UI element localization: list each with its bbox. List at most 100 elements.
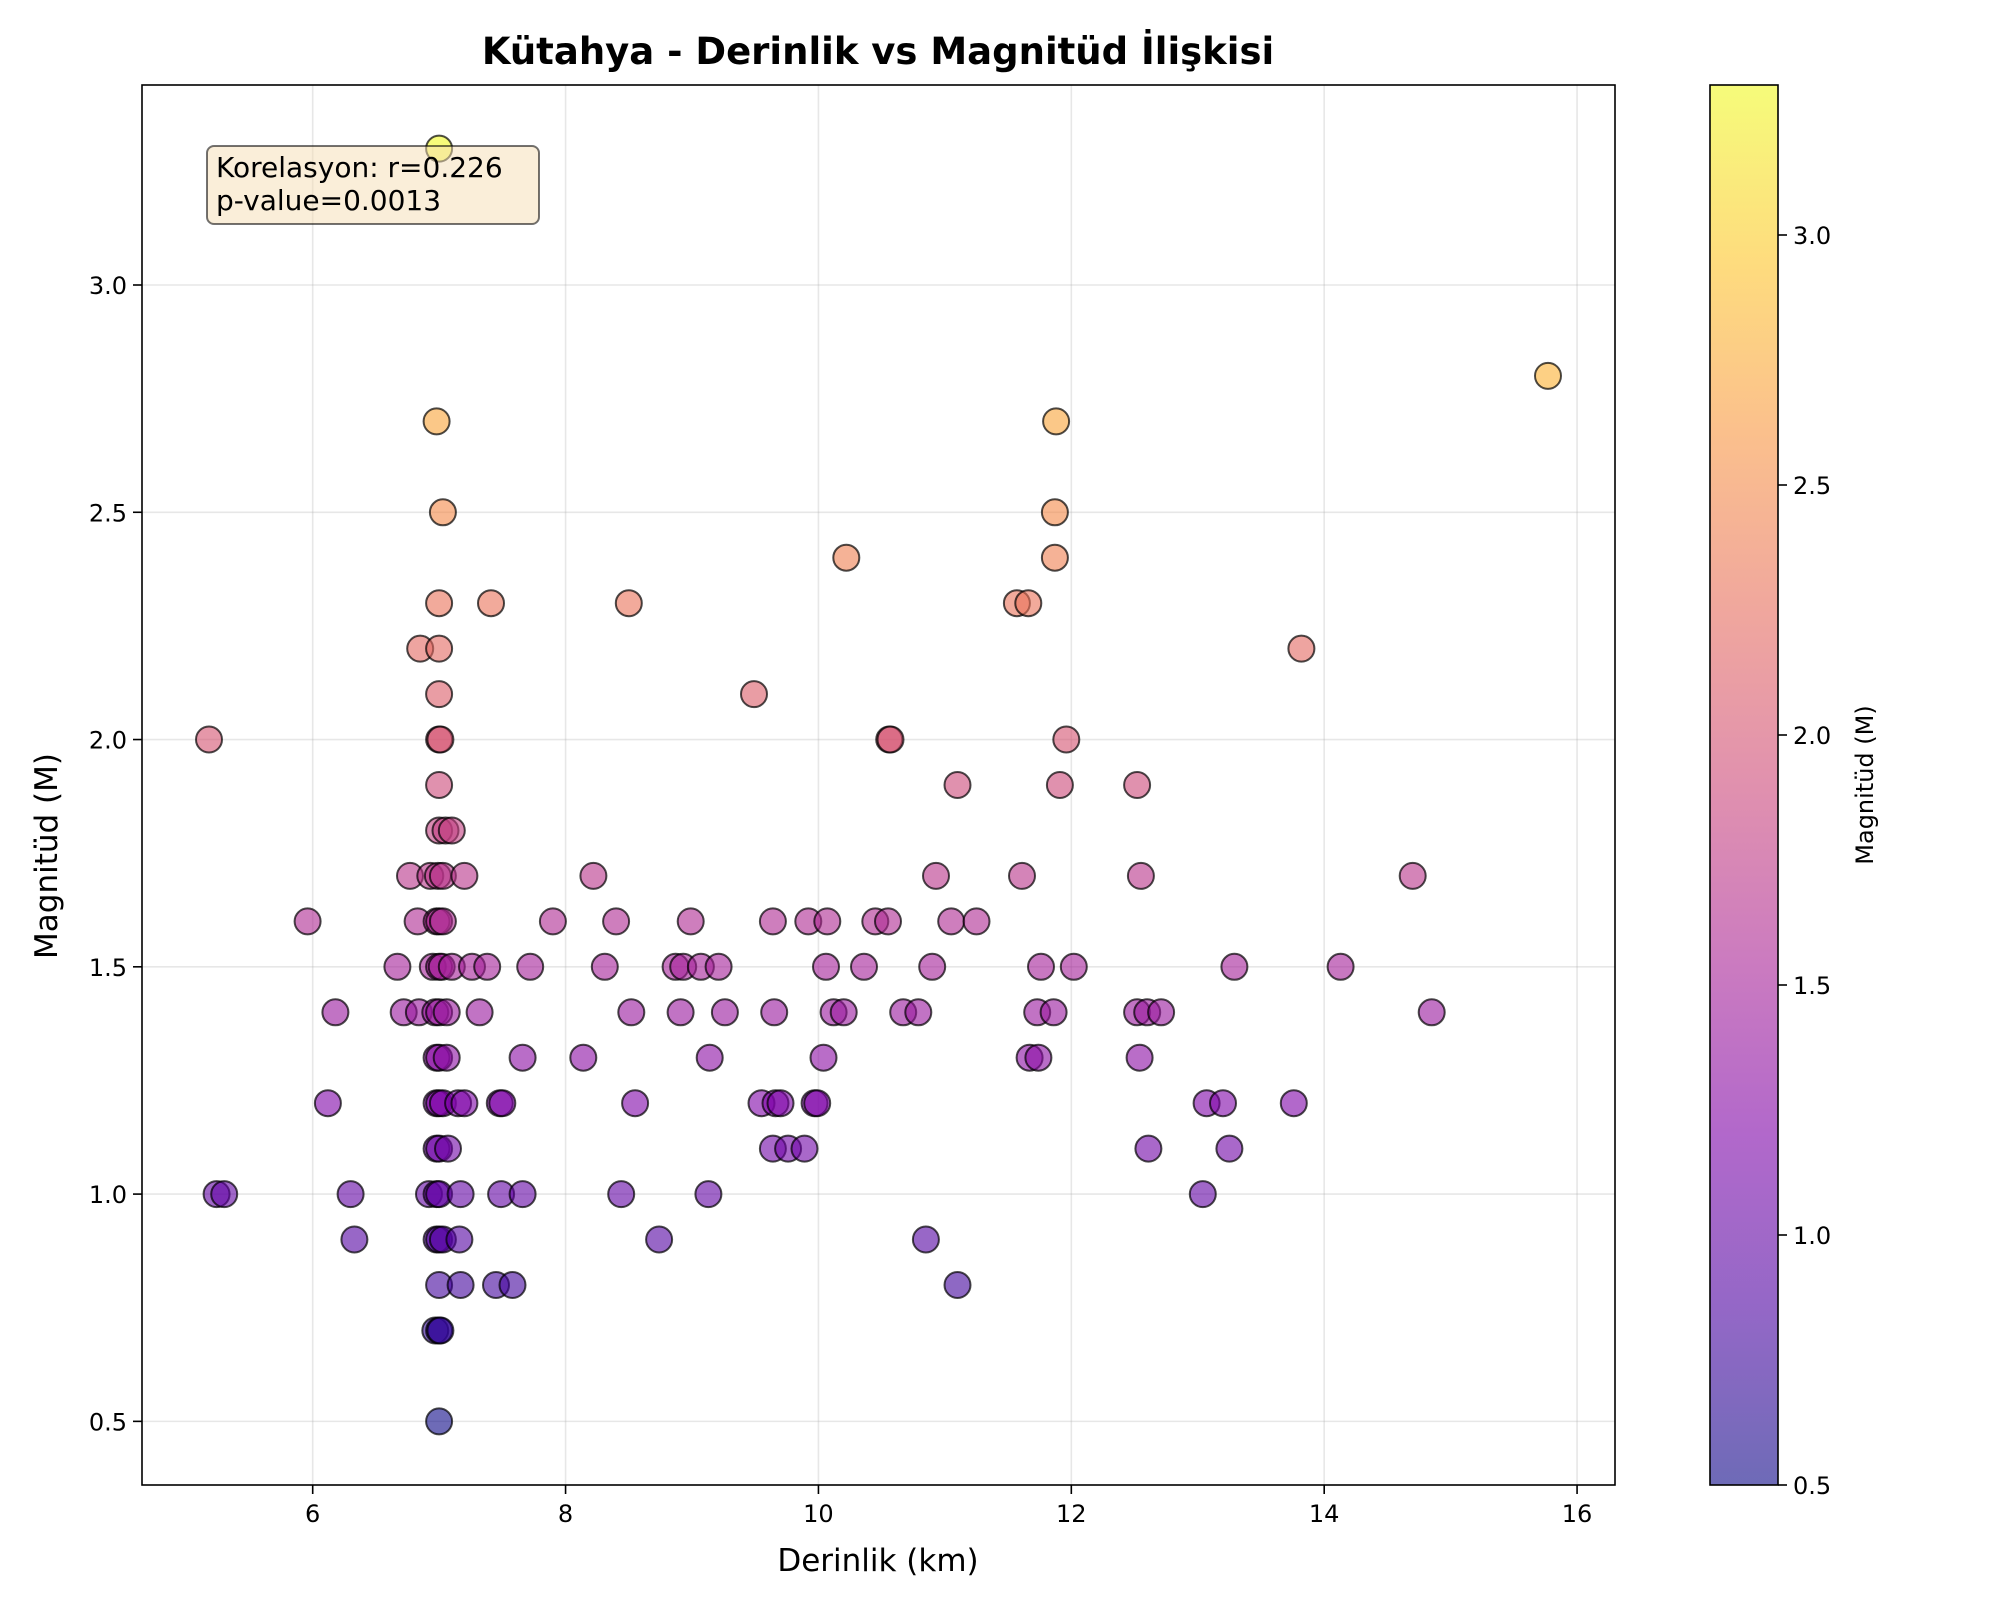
data-point — [383, 952, 412, 981]
correlation-annotation: Korelasyon: r=0.226 p-value=0.0013 — [206, 145, 540, 225]
data-point — [617, 998, 646, 1027]
x-tick-label: 12 — [1056, 1500, 1087, 1528]
data-point — [904, 998, 933, 1027]
colorbar-tick-label: 3.0 — [1793, 222, 1831, 250]
data-point — [1040, 498, 1069, 527]
data-point — [1024, 1043, 1053, 1072]
data-point — [432, 998, 461, 1027]
data-point — [962, 907, 991, 936]
data-point — [922, 861, 950, 890]
data-point — [813, 907, 842, 936]
data-point — [340, 1225, 369, 1254]
data-point — [1326, 952, 1355, 981]
colorbar-tick-label: 0.5 — [1793, 1472, 1831, 1500]
data-point — [508, 1043, 537, 1072]
data-point — [426, 1316, 455, 1345]
data-point — [425, 771, 454, 799]
data-point — [809, 1043, 838, 1072]
data-point — [1215, 1134, 1244, 1163]
data-point — [1040, 543, 1069, 572]
data-point — [740, 680, 768, 709]
data-point — [614, 589, 643, 618]
data-point — [1042, 407, 1071, 436]
data-point — [1045, 771, 1074, 799]
data-point — [829, 998, 858, 1027]
data-point — [1417, 998, 1446, 1027]
data-point — [876, 725, 905, 754]
x-tick-label: 16 — [1562, 1500, 1593, 1528]
colorbar-tick-label: 1.0 — [1793, 1222, 1831, 1250]
grid-lines — [142, 85, 1615, 1485]
data-point — [446, 1180, 475, 1209]
data-point — [425, 1407, 454, 1436]
x-tick-label: 6 — [305, 1500, 320, 1528]
data-point — [602, 907, 631, 936]
x-axis-ticks: 6 8 10 12 14 16 — [305, 1485, 1592, 1528]
colorbar-ticks: 0.5 1.0 1.5 2.0 2.5 3.0 — [1778, 222, 1831, 1500]
data-point — [803, 1089, 832, 1118]
data-point — [336, 1180, 365, 1209]
data-point — [488, 1089, 517, 1118]
data-point — [760, 998, 789, 1027]
y-axis-ticks: 0.5 1.0 1.5 2.0 2.5 3.0 — [89, 272, 142, 1436]
data-point — [293, 907, 322, 936]
annotation-pvalue-text: p-value=0.0013 — [216, 184, 441, 217]
data-point — [428, 907, 457, 936]
data-point — [874, 907, 902, 936]
data-point — [943, 771, 972, 799]
data-point — [621, 1089, 650, 1118]
data-point — [432, 1043, 461, 1072]
data-point — [943, 1271, 972, 1299]
y-tick-label: 2.0 — [89, 727, 127, 755]
data-point — [1039, 998, 1068, 1027]
data-point — [1147, 998, 1176, 1027]
x-tick-label: 8 — [558, 1500, 573, 1528]
data-point — [1534, 361, 1562, 390]
data-point — [1279, 1089, 1308, 1118]
data-point — [1008, 861, 1036, 890]
data-point — [425, 589, 454, 618]
colorbar-tick-label: 1.5 — [1793, 972, 1831, 1000]
data-point — [434, 1134, 462, 1163]
data-point — [1188, 1180, 1217, 1209]
y-tick-label: 1.5 — [89, 954, 127, 982]
colorbar-tick-label: 2.0 — [1793, 722, 1831, 750]
annotation-box — [206, 145, 540, 225]
data-point — [1052, 725, 1081, 754]
data-point — [426, 725, 455, 754]
data-point — [607, 1180, 636, 1209]
data-point — [710, 998, 739, 1027]
y-tick-label: 3.0 — [89, 272, 127, 300]
data-point — [1125, 1043, 1154, 1072]
data-point — [321, 998, 350, 1027]
data-point — [832, 543, 861, 572]
colorbar: 0.5 1.0 1.5 2.0 2.5 3.0 Magnitüd (M) — [1709, 84, 1879, 1500]
data-point — [937, 907, 966, 936]
data-point — [1027, 952, 1055, 981]
data-point — [666, 998, 695, 1027]
data-point — [1059, 952, 1088, 981]
data-point — [516, 952, 545, 981]
plot-frame — [141, 84, 1616, 1486]
data-point — [676, 907, 705, 936]
data-point — [195, 725, 223, 754]
x-axis-label: Derinlik (km) — [777, 1543, 978, 1579]
data-point — [1220, 952, 1249, 981]
x-tick-label: 14 — [1309, 1500, 1340, 1528]
data-point — [758, 907, 787, 936]
data-point — [579, 861, 608, 890]
data-point — [450, 861, 479, 890]
y-tick-label: 1.0 — [89, 1181, 127, 1209]
data-point — [425, 680, 454, 709]
colorbar-gradient — [1710, 85, 1778, 1485]
data-point — [465, 998, 494, 1027]
data-point — [538, 907, 567, 936]
chart-title: Kütahya - Derinlik vs Magnitüd İlişkisi — [482, 29, 1274, 73]
data-point — [850, 952, 878, 981]
data-point — [446, 1271, 475, 1299]
data-point — [1398, 861, 1427, 890]
colorbar-label: Magnitüd (M) — [1851, 705, 1879, 864]
data-point — [694, 1180, 723, 1209]
data-points — [195, 134, 1562, 1436]
